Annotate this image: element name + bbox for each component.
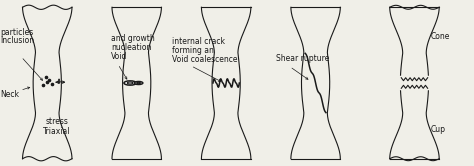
Circle shape: [134, 82, 143, 84]
Text: Neck: Neck: [0, 90, 19, 99]
Text: Cone: Cone: [431, 32, 450, 41]
Text: Shear rupture: Shear rupture: [275, 54, 329, 63]
Text: and growth: and growth: [111, 34, 155, 43]
Text: Cup: Cup: [431, 125, 446, 134]
Text: Triaxial: Triaxial: [43, 127, 71, 136]
Text: Void coalescence: Void coalescence: [172, 55, 237, 64]
Text: forming an: forming an: [172, 46, 214, 55]
Text: Inclusion: Inclusion: [0, 36, 34, 45]
Text: particles: particles: [0, 28, 34, 37]
Text: nucleation: nucleation: [111, 43, 151, 52]
Text: internal crack: internal crack: [172, 37, 225, 46]
Text: stress: stress: [45, 117, 68, 126]
Text: Void: Void: [111, 52, 127, 61]
Circle shape: [124, 81, 136, 85]
